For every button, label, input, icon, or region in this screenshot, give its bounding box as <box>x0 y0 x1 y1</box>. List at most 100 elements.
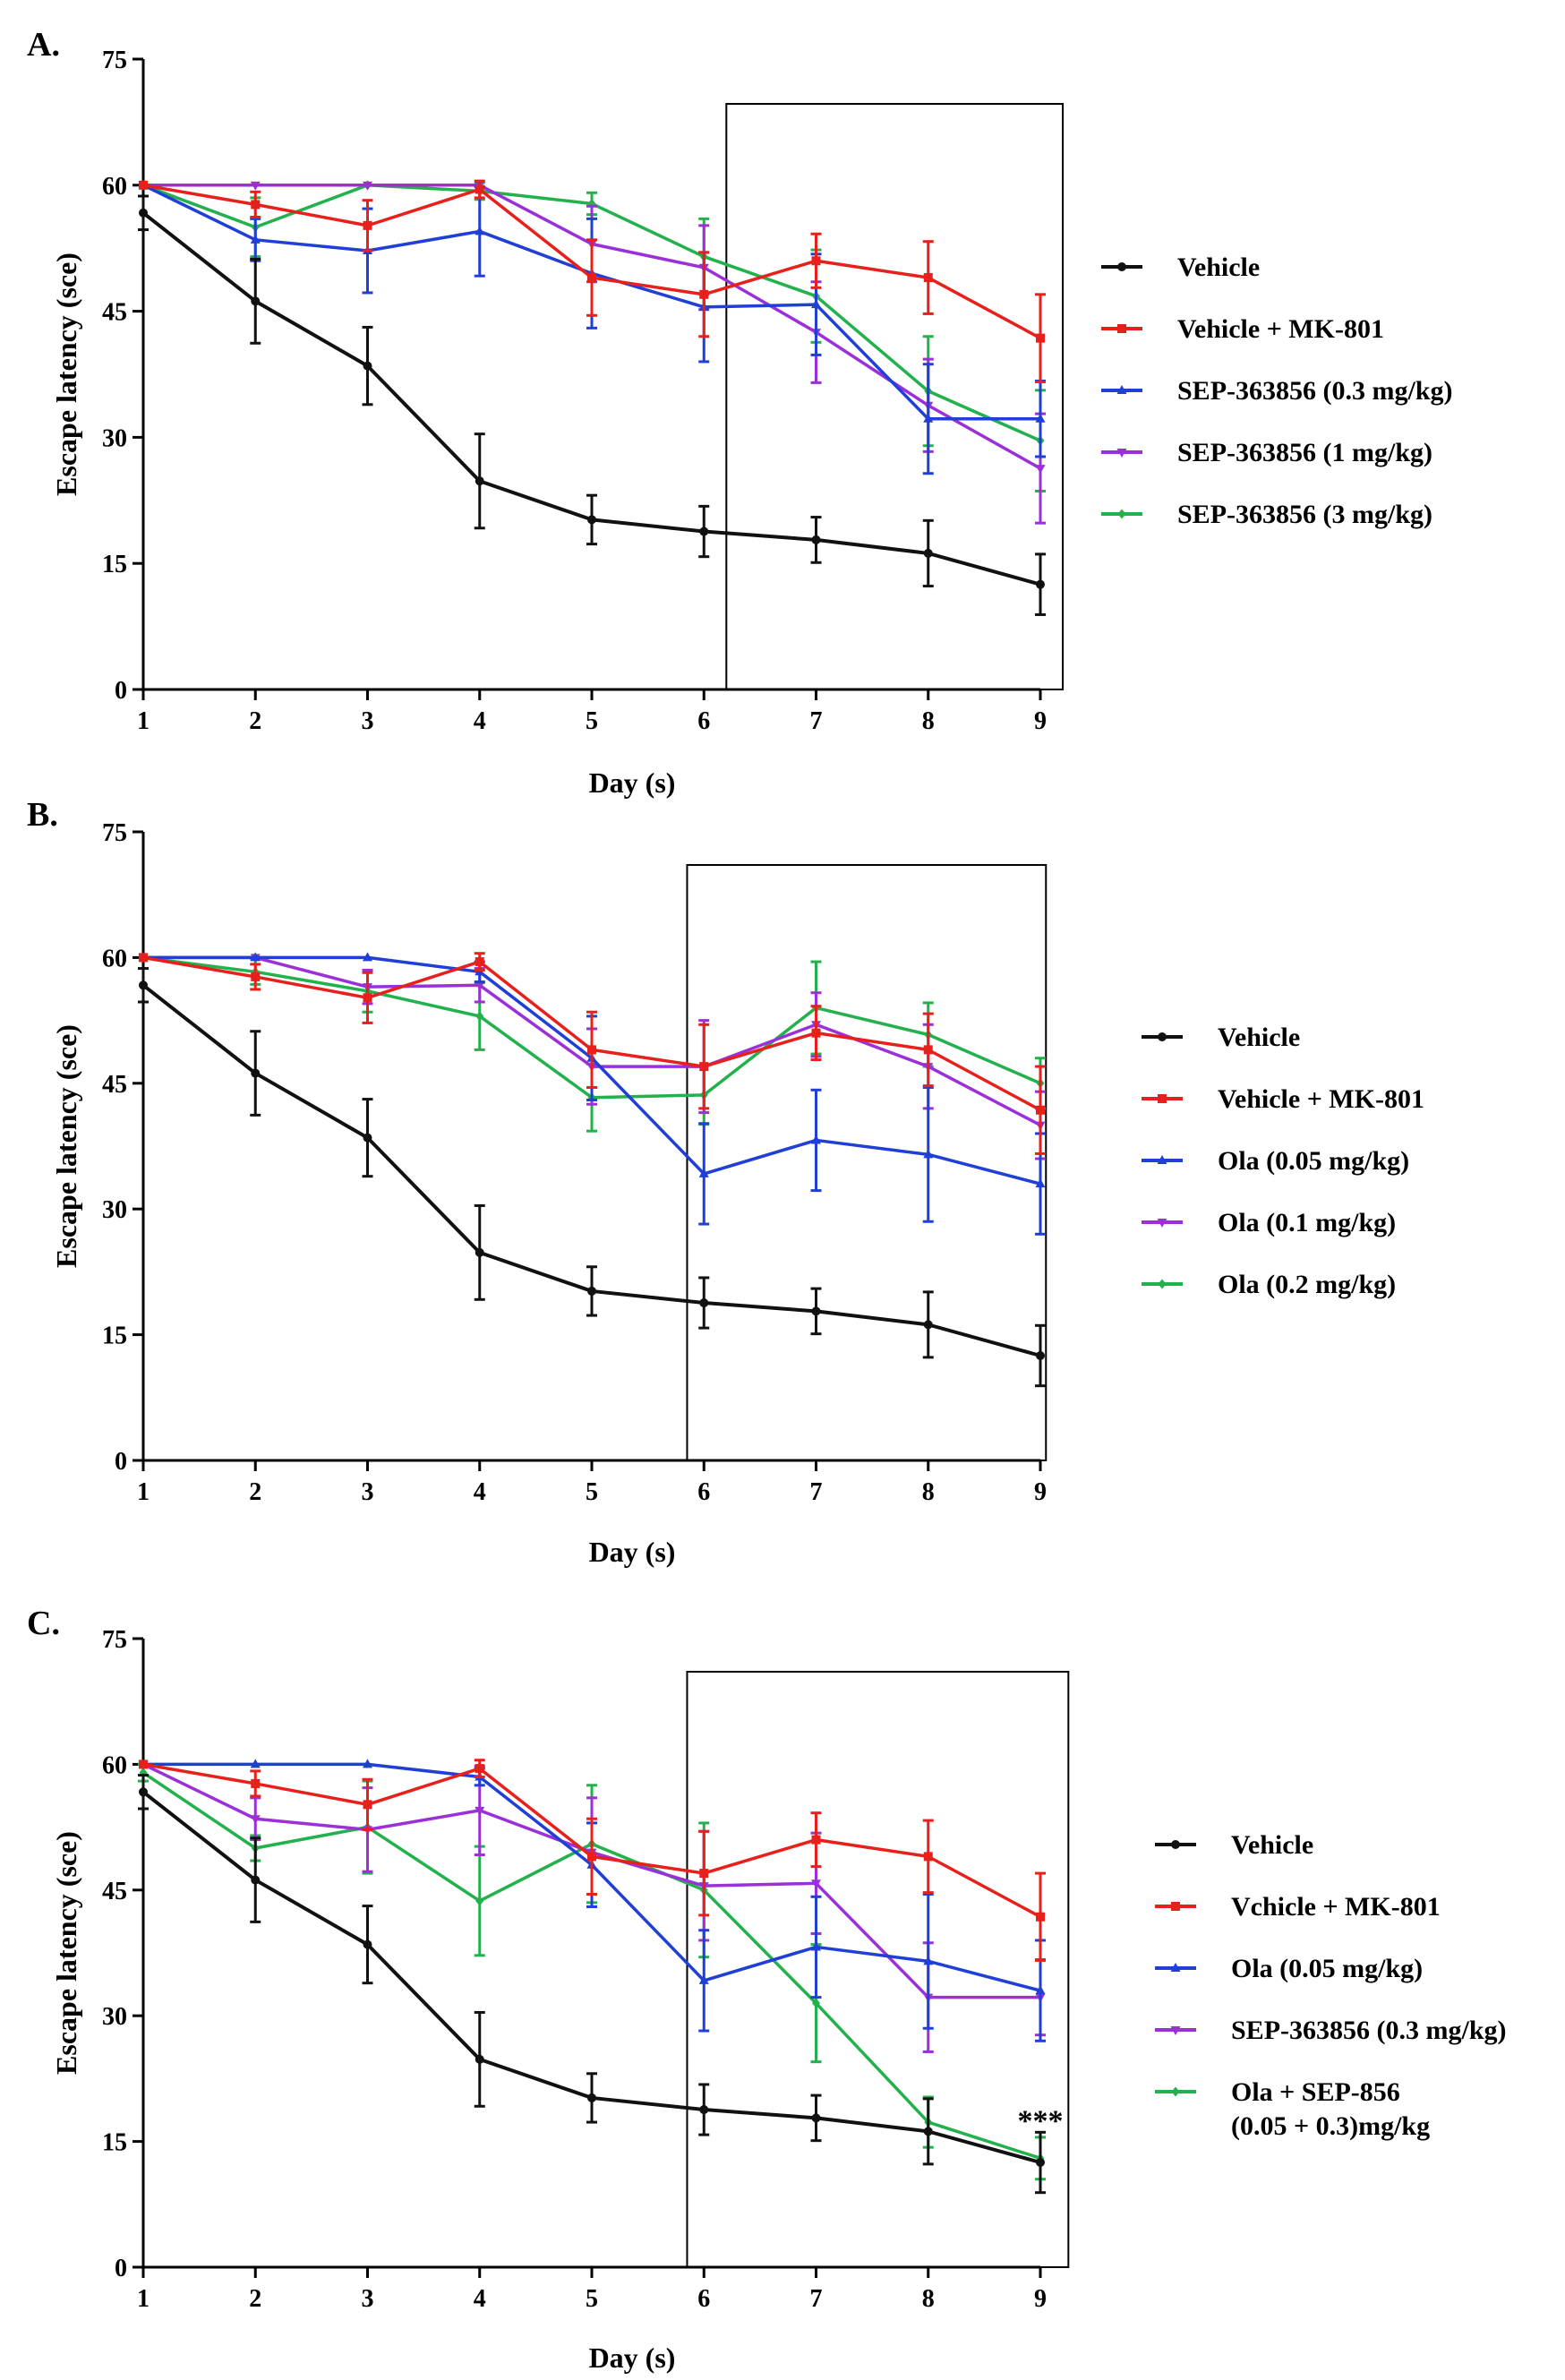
legend-label-line: Vehicle <box>1231 1830 1313 1860</box>
y-axis-title: Escape latency (sce) <box>50 253 82 496</box>
legend: Vehicle Vehicle + MK-801 SEP-363856 (0.3 m… <box>1101 253 1453 529</box>
y-tick-label: 60 <box>102 173 127 201</box>
y-tick-label: 30 <box>102 1196 127 1224</box>
series-2 <box>139 1759 1046 1962</box>
legend-label: Vehicle + MK-801 <box>1218 1084 1424 1114</box>
data-point <box>923 1320 933 1330</box>
data-point <box>587 2093 596 2102</box>
legend-label-line: Ola + SEP-856 <box>1231 2077 1400 2107</box>
y-tick-label: 75 <box>102 1626 127 1654</box>
y-tick-label: 15 <box>102 551 127 578</box>
y-tick-label: 75 <box>102 47 127 74</box>
data-point <box>363 220 372 230</box>
x-axis-title: Day (s) <box>589 766 676 799</box>
legend-label-line: Ola (0.1 mg/kg) <box>1218 1208 1396 1237</box>
y-tick-label: 60 <box>102 945 127 972</box>
legend-label-line: SEP-363856 (0.3 mg/kg) <box>1231 2016 1507 2045</box>
x-tick-label: 3 <box>362 707 374 735</box>
data-point <box>139 980 148 990</box>
data-point <box>363 361 372 371</box>
series-1 <box>138 967 1046 1388</box>
data-point <box>923 1045 933 1055</box>
x-tick-label: 2 <box>249 707 261 735</box>
x-tick-label: 8 <box>922 1478 935 1506</box>
y-tick-label: 75 <box>102 819 127 847</box>
x-tick-label: 8 <box>922 707 935 735</box>
legend-label: Vehicle <box>1218 1023 1300 1052</box>
data-point <box>923 2127 933 2136</box>
data-point <box>587 273 596 283</box>
legend-marker <box>1170 2026 1181 2035</box>
series-1 <box>138 194 1046 616</box>
data-point <box>475 2054 484 2064</box>
legend-item: Ola (0.05 mg/kg) <box>1142 1146 1409 1176</box>
legend-label-line: Vchicle + MK-801 <box>1231 1892 1441 1922</box>
data-point <box>475 1764 484 1774</box>
data-point <box>587 515 596 525</box>
data-point <box>812 1998 820 2008</box>
x-tick-label: 4 <box>474 2285 486 2313</box>
data-point <box>251 1875 261 1885</box>
x-tick-label: 9 <box>1034 707 1047 735</box>
data-point <box>251 1778 261 1788</box>
data-point <box>139 953 148 963</box>
data-point <box>811 1306 821 1316</box>
series-3 <box>138 952 1046 1236</box>
legend-label: Ola + SEP-856 (0.05 + 0.3)mg/kg <box>1231 2077 1430 2141</box>
legend-item: Vehicle <box>1155 1830 1313 1860</box>
y-tick-label: 45 <box>102 1878 127 1905</box>
legend-item: Vehicle <box>1101 253 1260 282</box>
data-point <box>923 413 934 423</box>
x-tick-label: 4 <box>474 707 486 735</box>
x-tick-label: 3 <box>362 2285 374 2313</box>
data-point <box>587 1286 596 1296</box>
data-point <box>1036 333 1045 343</box>
data-point <box>475 476 484 486</box>
x-axis-title: Day (s) <box>589 2341 676 2374</box>
legend-item: Vehicle + MK-801 <box>1101 314 1384 344</box>
legend-label-line: SEP-363856 (0.3 mg/kg) <box>1177 376 1453 406</box>
legend-label: Vehicle <box>1231 1830 1313 1860</box>
data-point <box>363 993 372 1003</box>
y-tick-label: 30 <box>102 2003 127 2031</box>
legend-label-line: Ola (0.05 mg/kg) <box>1231 1954 1423 1983</box>
legend-label: SEP-363856 (3 mg/kg) <box>1177 500 1432 529</box>
x-tick-label: 7 <box>810 1478 823 1506</box>
data-point <box>923 273 933 283</box>
data-point <box>699 1869 709 1879</box>
y-tick-label: 45 <box>102 1071 127 1099</box>
highlight-box <box>725 103 1065 690</box>
data-point <box>363 1759 372 1768</box>
x-tick-label: 2 <box>249 2285 261 2313</box>
data-point <box>475 184 484 194</box>
data-point <box>811 1134 821 1144</box>
legend-marker <box>1116 449 1127 458</box>
data-point <box>587 1852 596 1862</box>
y-axis-title: Escape latency (sce) <box>50 1024 82 1268</box>
y-tick-label: 0 <box>115 677 127 705</box>
x-tick-label: 3 <box>362 1478 374 1506</box>
data-point <box>699 1298 709 1308</box>
data-point <box>475 1247 484 1257</box>
data-point <box>923 1852 933 1862</box>
legend-label-line: (0.05 + 0.3)mg/kg <box>1231 2111 1430 2141</box>
x-tick-label: 9 <box>1034 2285 1047 2313</box>
legend-label: Ola (0.2 mg/kg) <box>1218 1270 1396 1299</box>
data-point <box>923 548 933 558</box>
data-point <box>363 952 372 962</box>
x-tick-label: 5 <box>586 1478 598 1506</box>
x-tick-label: 6 <box>697 1478 710 1506</box>
data-point <box>1035 1985 1046 1995</box>
legend-item: Ola + SEP-856 (0.05 + 0.3)mg/kg <box>1155 2077 1430 2141</box>
legend-marker <box>1158 1032 1167 1041</box>
legend-label-line: Ola (0.2 mg/kg) <box>1218 1270 1396 1299</box>
data-point <box>139 1787 148 1797</box>
legend-label-line: Vehicle <box>1218 1023 1300 1052</box>
data-point <box>363 1133 372 1143</box>
legend-label-line: Ola (0.05 mg/kg) <box>1218 1146 1409 1176</box>
data-point <box>1035 1178 1046 1188</box>
legend-label-line: SEP-363856 (1 mg/kg) <box>1177 438 1432 467</box>
y-tick-label: 0 <box>115 2255 127 2282</box>
